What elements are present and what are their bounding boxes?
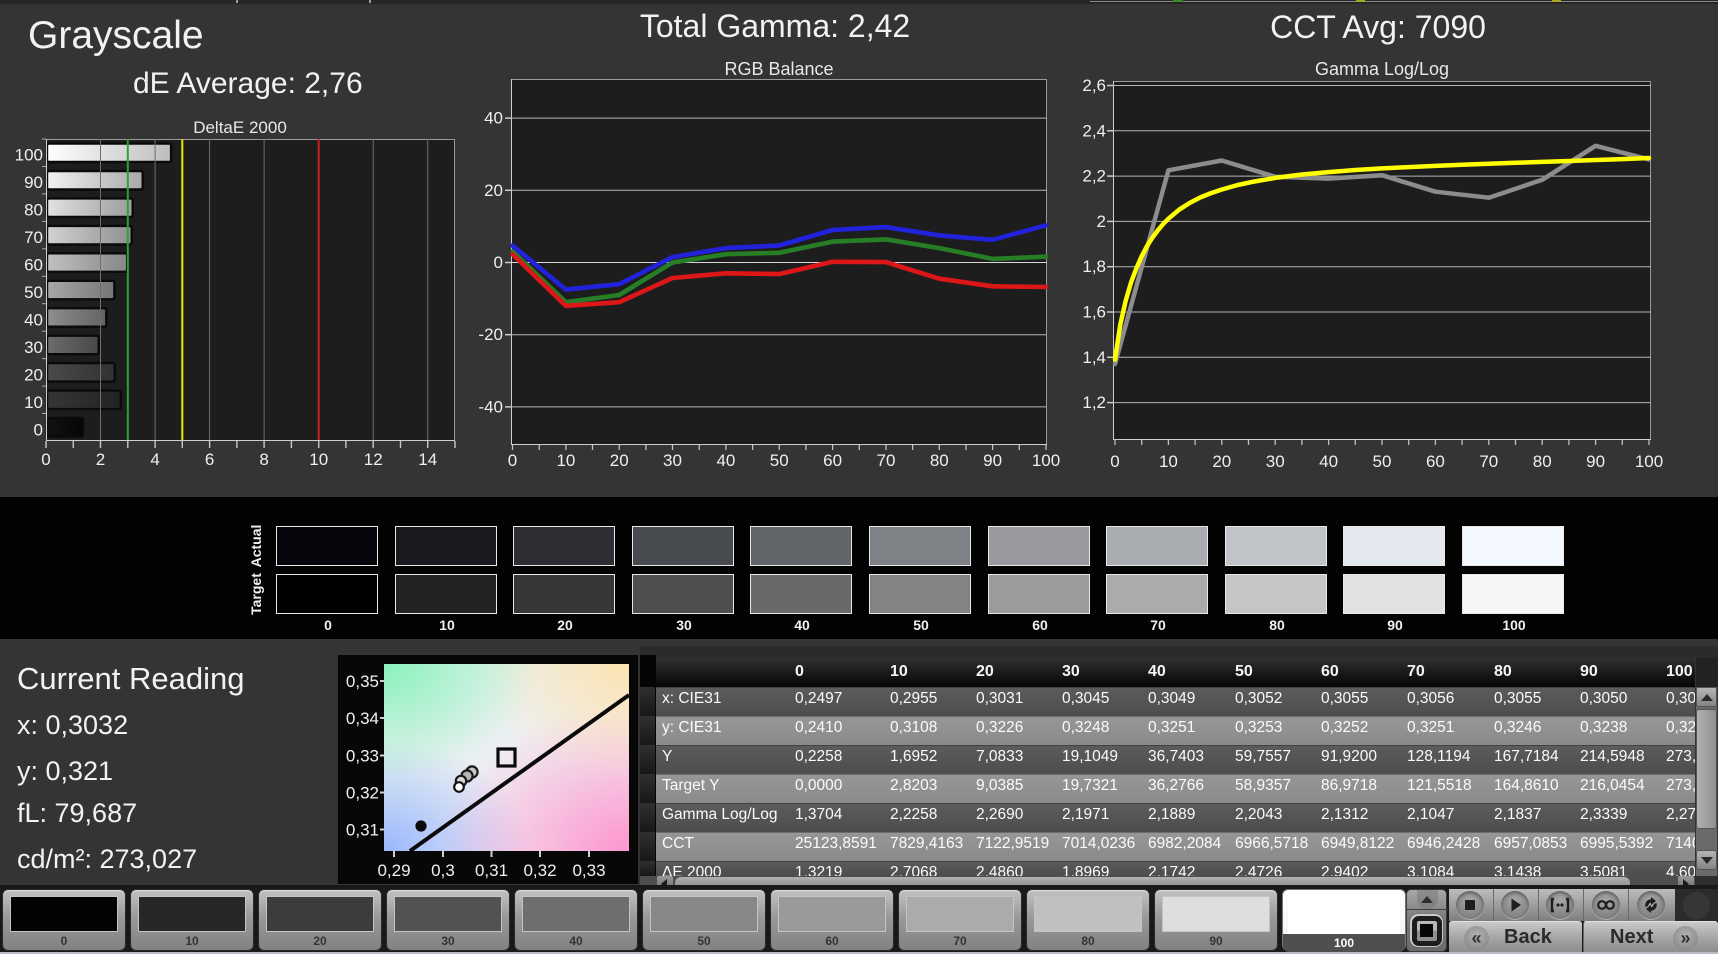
svg-text:10: 10	[24, 393, 43, 412]
svg-text:12: 12	[364, 450, 383, 469]
svg-text:70: 70	[877, 451, 896, 470]
svg-text:Gamma Log/Log: Gamma Log/Log	[1315, 59, 1449, 79]
svg-text:2: 2	[96, 450, 105, 469]
svg-text:0,33: 0,33	[346, 747, 379, 766]
svg-text:20: 20	[610, 451, 629, 470]
svg-text:6: 6	[205, 450, 214, 469]
svg-text:-20: -20	[478, 325, 503, 344]
svg-text:14: 14	[418, 450, 437, 469]
svg-text:1,6: 1,6	[1082, 303, 1106, 322]
svg-text:0: 0	[508, 451, 517, 470]
svg-text:0: 0	[494, 253, 503, 272]
svg-text:20: 20	[24, 365, 43, 384]
svg-text:0,35: 0,35	[346, 672, 379, 691]
svg-text:100: 100	[15, 146, 43, 165]
svg-text:dE Average: 2,76: dE Average: 2,76	[133, 67, 363, 100]
svg-text:30: 30	[24, 338, 43, 357]
svg-text:4: 4	[150, 450, 159, 469]
svg-text:0: 0	[34, 420, 43, 439]
svg-text:40: 40	[24, 311, 43, 330]
svg-text:10: 10	[1159, 452, 1178, 471]
svg-text:100: 100	[1032, 451, 1060, 470]
svg-text:CCT Avg: 7090: CCT Avg: 7090	[1270, 9, 1486, 45]
svg-text:2,2: 2,2	[1082, 167, 1106, 186]
svg-text:2,6: 2,6	[1082, 76, 1106, 95]
svg-text:1,4: 1,4	[1082, 348, 1106, 367]
svg-text:0,3: 0,3	[431, 861, 455, 880]
svg-text:DeltaE 2000: DeltaE 2000	[193, 118, 287, 137]
svg-text:Grayscale: Grayscale	[28, 14, 204, 57]
svg-text:100: 100	[1635, 452, 1663, 471]
svg-text:80: 80	[24, 201, 43, 220]
svg-text:60: 60	[1426, 452, 1445, 471]
svg-text:90: 90	[24, 173, 43, 192]
svg-text:80: 80	[930, 451, 949, 470]
svg-text:10: 10	[556, 451, 575, 470]
svg-text:50: 50	[770, 451, 789, 470]
svg-text:40: 40	[1319, 452, 1338, 471]
svg-text:1,8: 1,8	[1082, 257, 1106, 276]
svg-text:40: 40	[484, 109, 503, 128]
svg-text:20: 20	[484, 181, 503, 200]
svg-text:RGB Balance: RGB Balance	[724, 59, 833, 79]
svg-text:50: 50	[24, 283, 43, 302]
svg-text:2: 2	[1097, 212, 1106, 231]
svg-text:40: 40	[716, 451, 735, 470]
svg-text:70: 70	[24, 228, 43, 247]
svg-text:10: 10	[309, 450, 328, 469]
svg-text:90: 90	[1586, 452, 1605, 471]
svg-text:-40: -40	[478, 397, 503, 416]
svg-text:0,33: 0,33	[572, 861, 605, 880]
svg-text:2,4: 2,4	[1082, 121, 1106, 140]
svg-text:0,34: 0,34	[346, 709, 379, 728]
svg-text:80: 80	[1533, 452, 1552, 471]
svg-text:60: 60	[823, 451, 842, 470]
svg-text:0: 0	[41, 450, 50, 469]
svg-text:Total Gamma: 2,42: Total Gamma: 2,42	[640, 8, 910, 44]
svg-text:0,31: 0,31	[475, 861, 508, 880]
svg-text:0,29: 0,29	[377, 861, 410, 880]
svg-text:70: 70	[1479, 452, 1498, 471]
svg-text:20: 20	[1212, 452, 1231, 471]
svg-text:0,32: 0,32	[346, 784, 379, 803]
svg-text:8: 8	[259, 450, 268, 469]
svg-text:0: 0	[1110, 452, 1119, 471]
svg-text:30: 30	[1266, 452, 1285, 471]
svg-text:30: 30	[663, 451, 682, 470]
svg-text:1,2: 1,2	[1082, 393, 1106, 412]
svg-text:60: 60	[24, 256, 43, 275]
svg-text:90: 90	[983, 451, 1002, 470]
svg-text:0,31: 0,31	[346, 821, 379, 840]
svg-text:0,32: 0,32	[523, 861, 556, 880]
svg-text:50: 50	[1373, 452, 1392, 471]
